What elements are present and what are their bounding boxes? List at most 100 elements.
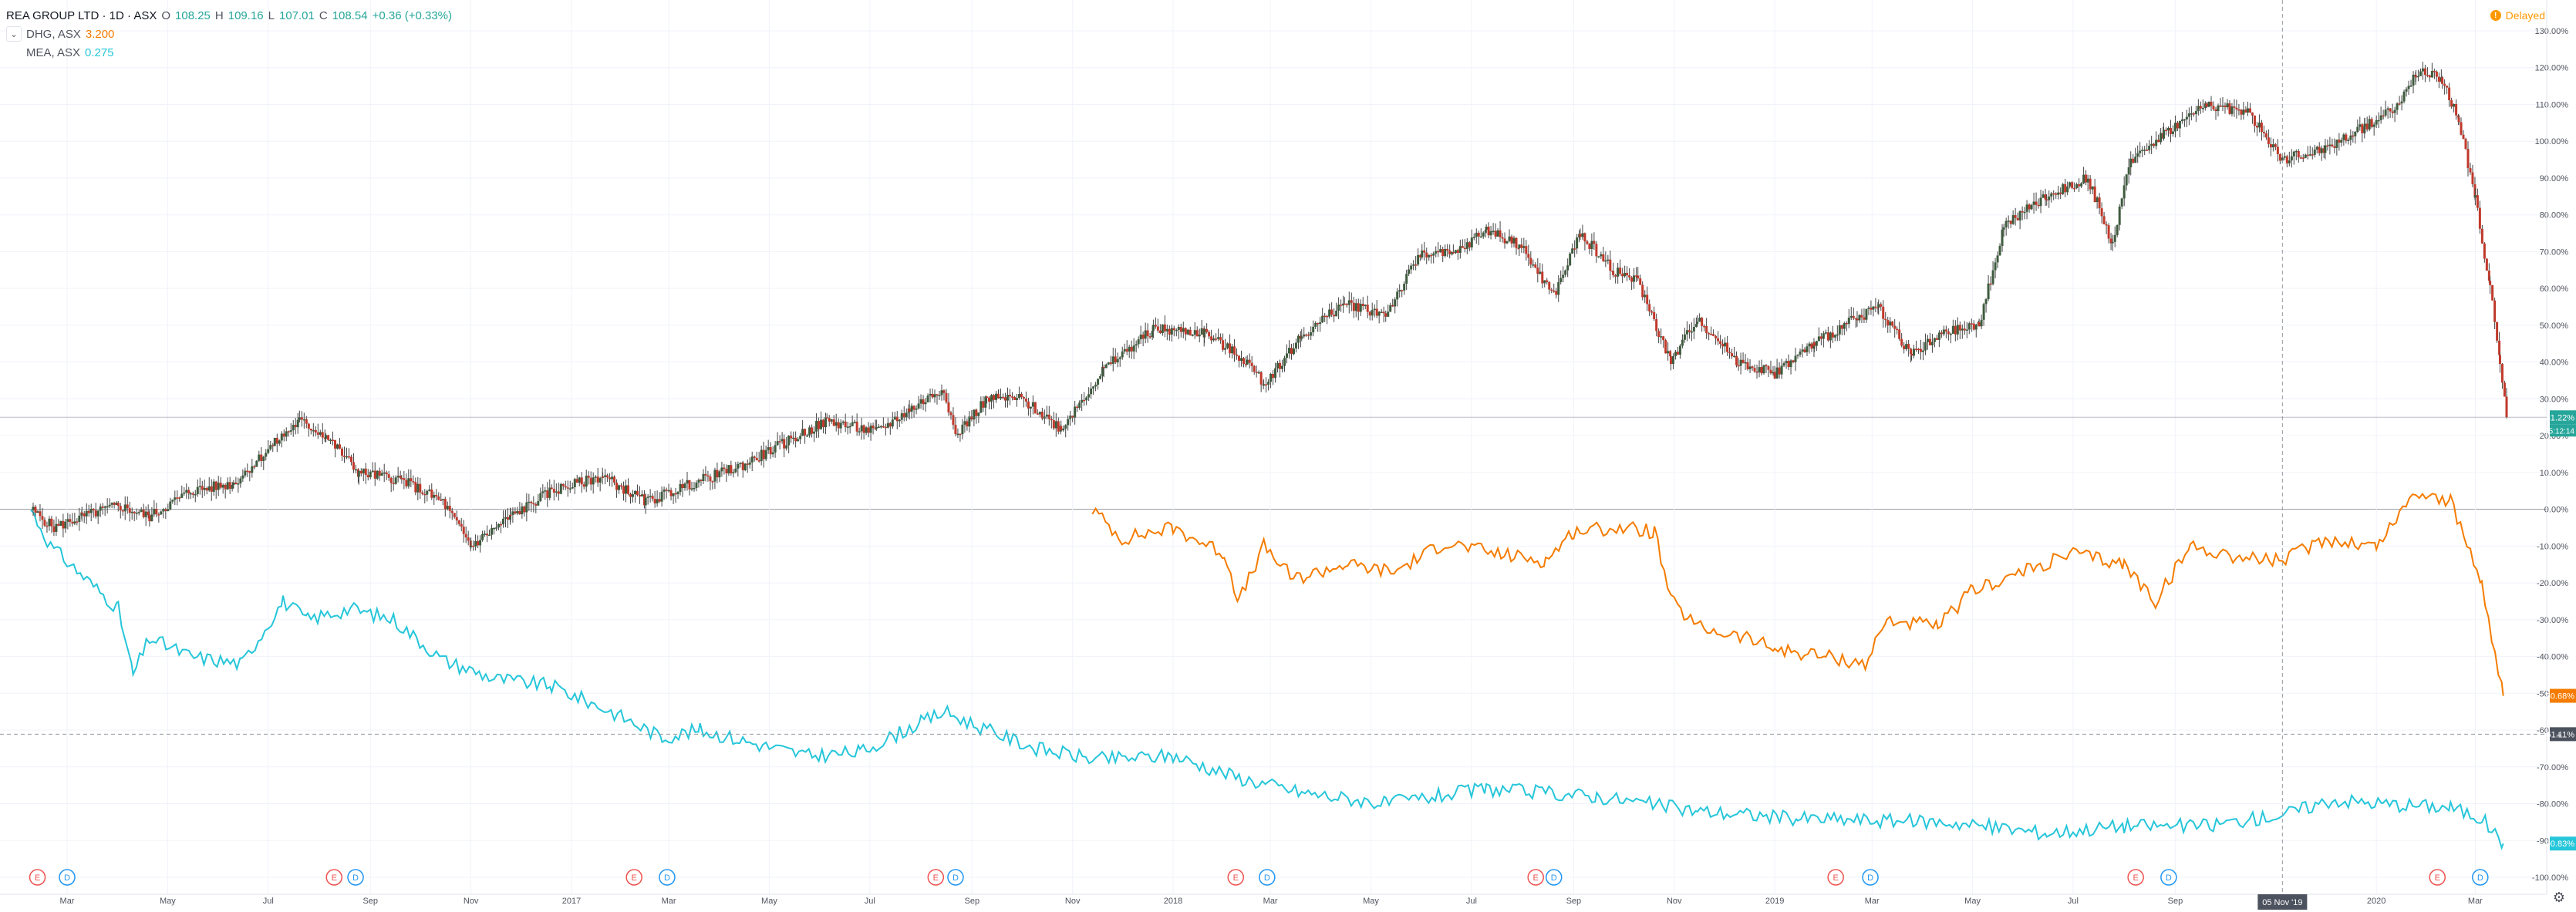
dividend-event-marker[interactable]: [1259, 869, 1276, 886]
candle-body: [2313, 149, 2316, 155]
earnings-event-marker[interactable]: [2429, 869, 2446, 886]
main-symbol-legend[interactable]: REA GROUP LTD · 1D · ASX O 108.25 H 109.16…: [6, 6, 452, 25]
candle-body: [488, 534, 491, 537]
dividend-event-marker[interactable]: [947, 869, 964, 886]
candle-body: [2073, 187, 2076, 190]
candle-body: [1667, 351, 1670, 354]
candle-body: [262, 456, 265, 462]
candle-body: [853, 421, 856, 423]
dividend-event-marker[interactable]: [1545, 869, 1563, 886]
candle-body: [1710, 333, 1713, 335]
candle-body: [2045, 199, 2048, 201]
chevron-down-icon[interactable]: ⌄: [6, 26, 22, 42]
delayed-status[interactable]: ! Delayed: [2490, 9, 2545, 22]
candle-body: [237, 483, 240, 485]
candle-body: [1401, 290, 1404, 291]
dividend-event-marker[interactable]: [2472, 869, 2489, 886]
compare-symbol-dhg[interactable]: DHG, ASX: [26, 27, 81, 41]
candle-body: [342, 456, 346, 457]
dividend-event-marker[interactable]: [347, 869, 364, 886]
countdown-tag-bg: [2550, 424, 2576, 437]
y-tick-label: 80.00%: [2540, 211, 2569, 220]
candle-body: [794, 437, 797, 442]
candle-body: [1746, 362, 1749, 369]
candle-body: [2048, 196, 2051, 200]
earnings-event-marker[interactable]: [1827, 869, 1844, 886]
candle-body: [1559, 278, 1563, 283]
candle-body: [176, 497, 179, 499]
candle-body: [688, 480, 691, 490]
main-symbol-name[interactable]: REA GROUP LTD · 1D · ASX: [6, 8, 157, 22]
candle-body: [2160, 133, 2163, 143]
candle-body: [171, 500, 174, 502]
earnings-event-marker[interactable]: [1527, 869, 1544, 886]
candle-body: [1505, 241, 1509, 244]
candle-body: [1377, 311, 1381, 316]
candle-body: [1146, 330, 1149, 337]
candle-body: [1283, 358, 1286, 366]
dividend-event-marker[interactable]: [59, 869, 76, 886]
x-tick-label: Jul: [1466, 897, 1477, 906]
candle-body: [2235, 107, 2238, 110]
candle-body: [2248, 108, 2251, 113]
candle-body: [1292, 348, 1295, 355]
candle-body: [34, 506, 37, 513]
candle-body: [532, 503, 535, 505]
candle-body: [580, 477, 583, 485]
candle-body: [1387, 311, 1390, 317]
candle-body: [1893, 325, 1897, 329]
candle-body: [407, 478, 410, 486]
candle-body: [1933, 338, 1936, 342]
candle-body: [147, 511, 150, 516]
compare-legend-dhg[interactable]: ⌄ DHG, ASX 3.200: [6, 25, 452, 43]
candle-body: [196, 486, 199, 494]
compare-symbol-mea[interactable]: MEA, ASX: [26, 45, 81, 59]
candle-body: [681, 483, 684, 489]
candle-body: [959, 433, 962, 436]
earnings-event-marker[interactable]: [29, 869, 46, 886]
dividend-event-marker[interactable]: [1862, 869, 1879, 886]
candle-body: [1156, 326, 1159, 331]
candle-body: [239, 478, 242, 484]
candle-body: [1094, 384, 1097, 387]
candle-body: [732, 472, 735, 474]
candle-body: [2405, 89, 2408, 92]
event-marker-label: E: [1833, 873, 1839, 883]
candle-body: [364, 468, 367, 476]
candle-body: [837, 422, 840, 429]
dividend-event-marker[interactable]: [2160, 869, 2177, 886]
candle-body: [2129, 158, 2133, 168]
candle-body: [585, 476, 588, 487]
compare-legend-mea[interactable]: MEA, ASX 0.275: [6, 43, 452, 62]
candle-body: [210, 486, 213, 492]
earnings-event-marker[interactable]: [2127, 869, 2144, 886]
candle-body: [1762, 365, 1765, 374]
candle-body: [2304, 154, 2307, 158]
candle-body: [2207, 102, 2210, 107]
candle-body: [101, 506, 104, 508]
dividend-event-marker[interactable]: [659, 869, 676, 886]
candle-body: [931, 393, 934, 398]
candle-body: [1919, 348, 1922, 352]
candle-body: [893, 416, 896, 420]
candle-body: [48, 518, 51, 527]
earnings-event-marker[interactable]: [1227, 869, 1245, 886]
earnings-event-marker[interactable]: [625, 869, 642, 886]
gear-icon[interactable]: ⚙: [2552, 890, 2565, 905]
candle-body: [706, 475, 710, 477]
delayed-label: Delayed: [2505, 9, 2545, 22]
candle-body: [2166, 127, 2170, 131]
x-tick-label: Mar: [662, 897, 676, 906]
candle-body: [1674, 352, 1677, 357]
candle-body: [443, 499, 447, 510]
candle-body: [776, 441, 779, 446]
candle-body: [2331, 144, 2334, 146]
candle-body: [1803, 349, 1806, 352]
earnings-event-marker[interactable]: [325, 869, 342, 886]
earnings-event-marker[interactable]: [927, 869, 945, 886]
crosshair-date-label: 05 Nov '19: [2262, 898, 2302, 907]
candle-body: [2102, 216, 2106, 224]
candle-body: [2221, 105, 2224, 107]
